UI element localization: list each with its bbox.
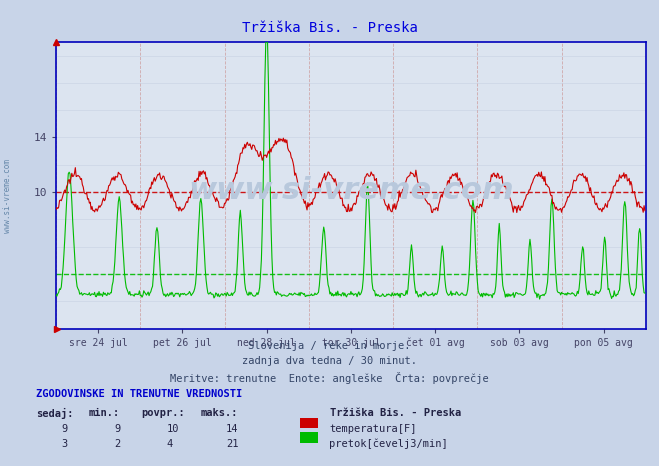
Text: 3: 3 [61,439,67,449]
Text: 10: 10 [167,424,179,434]
Text: 21: 21 [226,439,239,449]
Text: maks.:: maks.: [201,408,239,418]
Text: pretok[čevelj3/min]: pretok[čevelj3/min] [330,439,448,450]
Text: 9: 9 [61,424,67,434]
Text: 4: 4 [167,439,173,449]
Text: sedaj:: sedaj: [36,408,74,419]
Text: Tržiška Bis. - Preska: Tržiška Bis. - Preska [242,21,417,35]
Text: ZGODOVINSKE IN TRENUTNE VREDNOSTI: ZGODOVINSKE IN TRENUTNE VREDNOSTI [36,389,243,399]
Text: min.:: min.: [89,408,120,418]
Text: Meritve: trenutne  Enote: angleške  Črta: povprečje: Meritve: trenutne Enote: angleške Črta: … [170,372,489,384]
Text: temperatura[F]: temperatura[F] [330,424,417,434]
Text: Tržiška Bis. - Preska: Tržiška Bis. - Preska [330,408,461,418]
Text: www.si-vreme.com: www.si-vreme.com [188,177,514,206]
Text: 2: 2 [114,439,120,449]
Text: zadnja dva tedna / 30 minut.: zadnja dva tedna / 30 minut. [242,356,417,366]
Text: povpr.:: povpr.: [142,408,185,418]
Text: 14: 14 [226,424,239,434]
Text: Slovenija / reke in morje.: Slovenija / reke in morje. [248,341,411,351]
Text: www.si-vreme.com: www.si-vreme.com [3,159,13,233]
Text: 9: 9 [114,424,120,434]
